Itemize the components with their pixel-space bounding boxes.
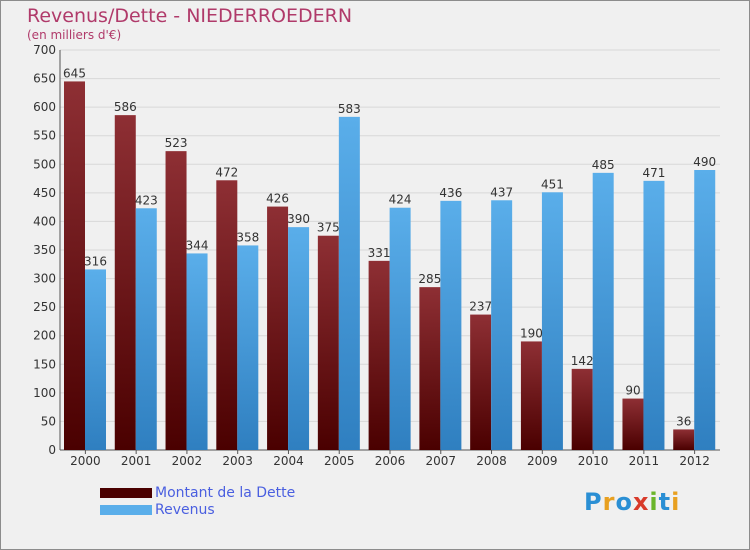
x-tick-label-2010: 2010 bbox=[578, 454, 609, 468]
data-label-debt-2004: 426 bbox=[266, 192, 289, 206]
y-tick-label-300: 300 bbox=[33, 272, 56, 286]
bar-debt-2005 bbox=[317, 235, 339, 450]
chart-subtitle: (en milliers d'€) bbox=[27, 28, 122, 42]
bar-debt-2001 bbox=[114, 115, 136, 451]
x-tick-label-2007: 2007 bbox=[425, 454, 456, 468]
x-tick-label-2002: 2002 bbox=[172, 454, 203, 468]
bar-debt-2003 bbox=[216, 180, 238, 451]
x-tick-label-2003: 2003 bbox=[222, 454, 253, 468]
data-label-revenue-2000: 316 bbox=[84, 254, 107, 268]
y-tick-label-100: 100 bbox=[33, 386, 56, 400]
y-tick-label-150: 150 bbox=[33, 357, 56, 371]
y-tick-label-600: 600 bbox=[33, 100, 56, 114]
data-label-revenue-2005: 583 bbox=[338, 102, 361, 116]
x-tick-label-2004: 2004 bbox=[273, 454, 304, 468]
logo-letter: o bbox=[615, 488, 633, 516]
data-label-revenue-2009: 451 bbox=[541, 177, 564, 191]
x-tick-label-2011: 2011 bbox=[629, 454, 660, 468]
x-tick-label-2009: 2009 bbox=[527, 454, 558, 468]
y-tick-label-350: 350 bbox=[33, 243, 56, 257]
bars bbox=[64, 81, 716, 451]
logo-letter: r bbox=[602, 488, 616, 516]
y-tick-label-200: 200 bbox=[33, 329, 56, 343]
bar-debt-2012 bbox=[673, 429, 695, 450]
data-label-debt-2002: 523 bbox=[165, 136, 188, 150]
x-tick-label-2005: 2005 bbox=[324, 454, 355, 468]
bar-debt-2004 bbox=[267, 206, 289, 450]
bar-debt-2002 bbox=[165, 151, 187, 450]
y-tick-label-500: 500 bbox=[33, 157, 56, 171]
data-labels: 645 316 586 423 523 344 472 358 426 390 375 583 331 4… bbox=[63, 66, 716, 428]
bar-revenue-2004 bbox=[288, 227, 310, 450]
logo-letter: P bbox=[584, 488, 603, 516]
data-label-debt-2003: 472 bbox=[215, 165, 238, 179]
data-label-revenue-2010: 485 bbox=[592, 158, 615, 172]
y-tick-label-50: 50 bbox=[41, 414, 56, 428]
data-label-debt-2011: 90 bbox=[625, 384, 640, 398]
bar-revenue-2005 bbox=[338, 116, 360, 450]
chart-title: Revenus/Dette - NIEDERROEDERN bbox=[27, 5, 353, 27]
logo-letter: i bbox=[671, 488, 681, 516]
data-label-revenue-2007: 436 bbox=[439, 186, 462, 200]
legend-swatch-revenue bbox=[100, 505, 152, 515]
bar-revenue-2012 bbox=[694, 170, 716, 450]
data-label-revenue-2012: 490 bbox=[693, 155, 716, 169]
data-label-revenue-2011: 471 bbox=[643, 166, 666, 180]
data-label-revenue-2002: 344 bbox=[186, 238, 209, 252]
bar-debt-2006 bbox=[368, 260, 390, 450]
bar-revenue-2006 bbox=[389, 207, 411, 450]
data-label-debt-2007: 285 bbox=[418, 272, 441, 286]
bar-revenue-2009 bbox=[541, 192, 563, 451]
bar-revenue-2002 bbox=[186, 253, 208, 450]
data-label-debt-2005: 375 bbox=[317, 221, 340, 235]
x-tick-label-2012: 2012 bbox=[679, 454, 710, 468]
bar-debt-2008 bbox=[470, 314, 492, 450]
legend-swatch-debt bbox=[100, 488, 152, 498]
y-tick-label-450: 450 bbox=[33, 186, 56, 200]
data-label-debt-2010: 142 bbox=[571, 354, 594, 368]
x-tick-label-2006: 2006 bbox=[375, 454, 406, 468]
y-tick-label-400: 400 bbox=[33, 214, 56, 228]
data-label-debt-2001: 586 bbox=[114, 100, 137, 114]
x-tick-label-2008: 2008 bbox=[476, 454, 507, 468]
bar-revenue-2010 bbox=[592, 172, 614, 450]
proxiti-logo: Proxiti bbox=[584, 488, 680, 516]
data-label-revenue-2001: 423 bbox=[135, 193, 158, 207]
legend-label-revenue: Revenus bbox=[155, 502, 215, 518]
logo-letter: t bbox=[658, 488, 672, 516]
bar-revenue-2003 bbox=[237, 245, 259, 450]
data-label-revenue-2004: 390 bbox=[287, 212, 310, 226]
bar-revenue-2008 bbox=[491, 200, 513, 450]
data-label-revenue-2003: 358 bbox=[236, 230, 259, 244]
bar-debt-2010 bbox=[571, 368, 593, 450]
y-tick-label-550: 550 bbox=[33, 129, 56, 143]
data-label-revenue-2008: 437 bbox=[490, 185, 513, 199]
bar-debt-2009 bbox=[520, 341, 542, 450]
data-label-debt-2006: 331 bbox=[368, 246, 391, 260]
data-label-debt-2009: 190 bbox=[520, 326, 543, 340]
x-tick-label-2001: 2001 bbox=[121, 454, 152, 468]
y-tick-label-0: 0 bbox=[48, 443, 56, 457]
logo-letter: x bbox=[632, 488, 650, 516]
data-label-debt-2012: 36 bbox=[676, 414, 691, 428]
y-tick-label-700: 700 bbox=[33, 43, 56, 57]
legend-label-debt: Montant de la Dette bbox=[155, 485, 296, 501]
data-label-debt-2000: 645 bbox=[63, 66, 86, 80]
x-tick-label-2000: 2000 bbox=[70, 454, 101, 468]
bar-revenue-2007 bbox=[440, 200, 462, 450]
bar-debt-2000 bbox=[64, 81, 85, 450]
data-label-debt-2008: 237 bbox=[469, 300, 492, 314]
y-tick-label-250: 250 bbox=[33, 300, 56, 314]
bar-debt-2007 bbox=[419, 287, 441, 450]
data-label-revenue-2006: 424 bbox=[389, 193, 412, 207]
y-tick-label-650: 650 bbox=[33, 72, 56, 86]
bar-revenue-2001 bbox=[135, 208, 157, 450]
bar-revenue-2011 bbox=[643, 180, 665, 450]
logo-letter: i bbox=[649, 488, 659, 516]
bar-debt-2011 bbox=[622, 398, 644, 450]
bar-revenue-2000 bbox=[85, 269, 106, 450]
